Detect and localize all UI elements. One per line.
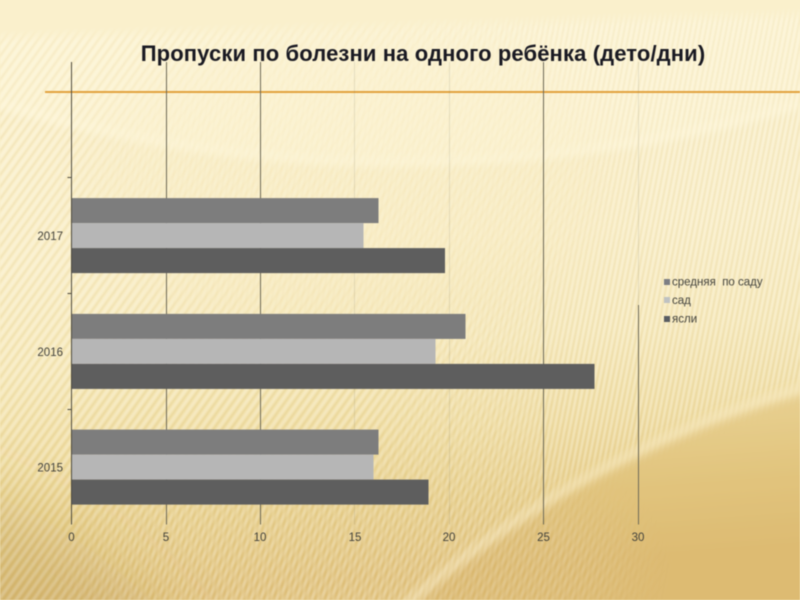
svg-text:15: 15 [349, 532, 362, 544]
svg-text:2016: 2016 [37, 347, 63, 359]
svg-text:ясли: ясли [672, 314, 697, 326]
svg-text:30: 30 [632, 532, 645, 544]
svg-text:сад: сад [672, 295, 691, 307]
svg-text:2015: 2015 [37, 463, 63, 475]
svg-text:20: 20 [443, 532, 456, 544]
svg-text:2017: 2017 [37, 231, 63, 243]
svg-text:5: 5 [163, 532, 169, 544]
svg-text:25: 25 [537, 532, 550, 544]
svg-text:10: 10 [254, 532, 267, 544]
svg-text:0: 0 [68, 532, 74, 544]
svg-text:средняя по саду: средняя по саду [672, 277, 763, 289]
